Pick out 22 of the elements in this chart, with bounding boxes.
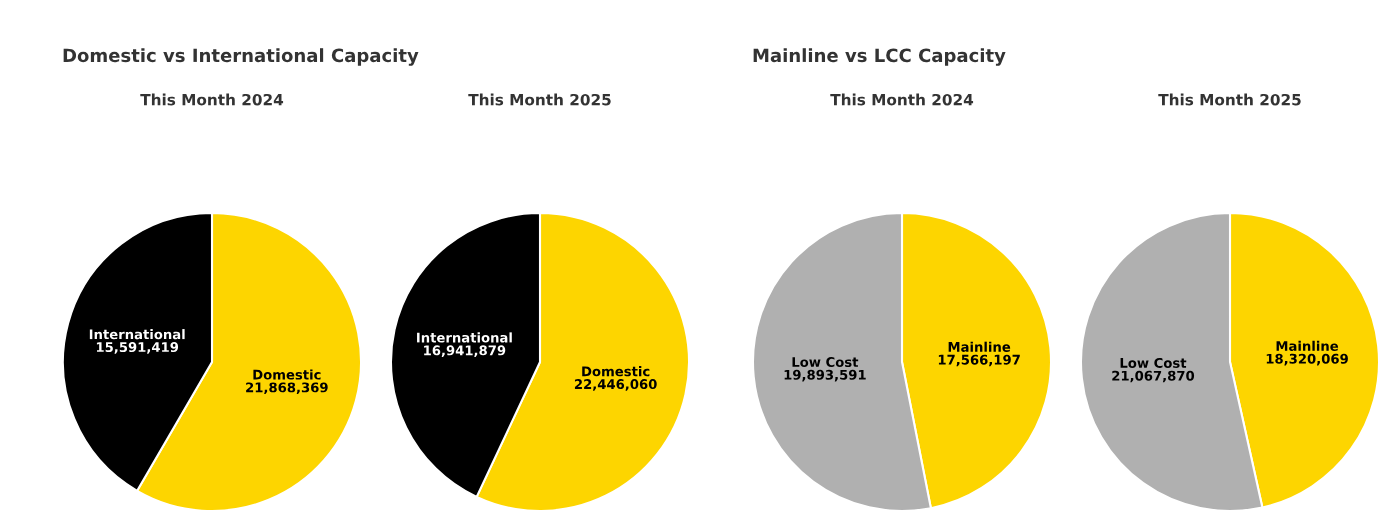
chart-subtitle: This Month 2024 [140, 93, 284, 106]
slice-label: International [89, 329, 185, 340]
data-label: 19,893,591 [784, 369, 866, 382]
chart-subtitle: This Month 2025 [1158, 93, 1301, 106]
slice-label: International [417, 332, 512, 343]
data-label: 16,941,879 [424, 345, 506, 358]
slice-label: Low Cost [792, 357, 859, 367]
chart-subtitle: This Month 2024 [830, 93, 974, 106]
chart-subtitle: This Month 2025 [468, 93, 611, 106]
data-label: 21,067,870 [1112, 370, 1195, 383]
slice-label: Mainline [948, 341, 1011, 352]
slice-label: Domestic [253, 369, 321, 380]
data-label: 17,566,197 [938, 354, 1020, 367]
data-label: 21,868,369 [246, 382, 328, 395]
data-label: 22,446,060 [574, 379, 657, 391]
data-label: 18,320,069 [1266, 353, 1348, 366]
slice-label: Domestic [582, 366, 650, 377]
slice-label: Low Cost [1120, 357, 1187, 368]
chart-title: Mainline vs LCC Capacity [753, 48, 1006, 66]
slice-label: Mainline [1276, 340, 1339, 351]
data-label: 15,591,419 [96, 342, 179, 354]
chart-title: Domestic vs International Capacity [63, 48, 419, 66]
